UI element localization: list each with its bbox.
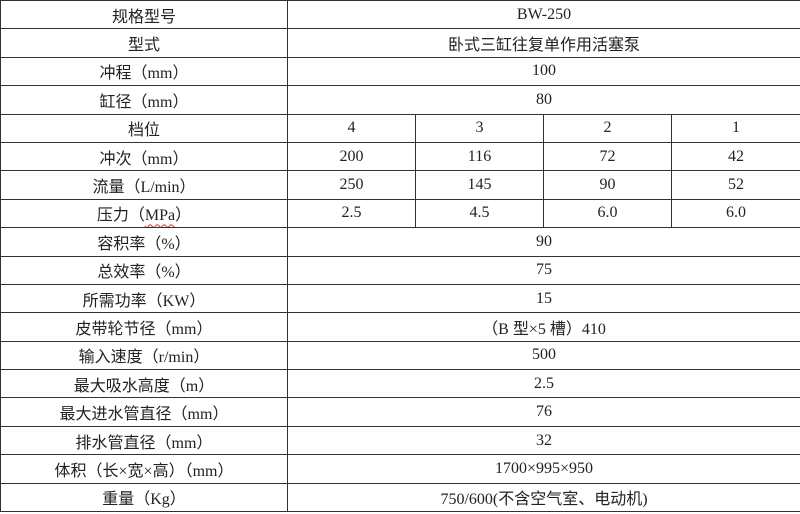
cell: 52: [670, 170, 800, 200]
cell: 4: [287, 113, 416, 143]
row-value: 76: [286, 397, 800, 427]
label-prefix: 压力（: [96, 207, 145, 225]
cell: 2.5: [287, 198, 416, 229]
row-gear: 档位 4 3 2 1: [0, 113, 800, 143]
row-outlet-diameter: 排水管直径（mm） 32: [0, 425, 800, 456]
row-value: 1700×995×950: [286, 454, 800, 484]
cell: 145: [415, 170, 544, 200]
row-power: 所需功率（KW） 15: [0, 283, 800, 314]
row-bore: 缸径（mm） 80: [0, 85, 800, 115]
row-value: 32: [286, 425, 800, 456]
cell: 200: [287, 141, 416, 172]
row-label: 档位: [0, 113, 288, 143]
cell: 3: [415, 113, 544, 143]
cell: 1: [670, 113, 800, 143]
row-label: 重量（Kg）: [0, 482, 288, 513]
cell: 90: [543, 170, 672, 200]
row-suction-height: 最大吸水高度（m） 2.5: [0, 369, 800, 399]
row-value: 750/600(不含空气室、电动机): [286, 482, 800, 513]
cell: 116: [415, 141, 544, 172]
row-flow: 流量（L/min） 250 145 90 52: [0, 170, 800, 200]
row-value: 500: [286, 340, 800, 371]
row-label: 总效率（%）: [0, 255, 288, 285]
row-label: 体积（长×宽×高）（mm）: [0, 454, 288, 484]
row-label: 压力（MPa）: [0, 198, 288, 229]
row-weight: 重量（Kg） 750/600(不含空气室、电动机): [0, 482, 800, 513]
row-label: 容积率（%）: [0, 227, 288, 257]
row-label: 缸径（mm）: [0, 85, 288, 115]
row-label: 规格型号: [0, 0, 288, 30]
row-value: 75: [286, 255, 800, 285]
row-label: 冲次（mm）: [0, 141, 288, 172]
cell: 2: [543, 113, 672, 143]
row-strokes: 冲次（mm） 200 116 72 42: [0, 141, 800, 172]
row-label: 冲程（mm）: [0, 56, 288, 87]
row-stroke: 冲程（mm） 100: [0, 56, 800, 87]
row-pressure: 压力（MPa） 2.5 4.5 6.0 6.0: [0, 198, 800, 229]
row-value: （B 型×5 槽）410: [286, 312, 800, 342]
row-value: 2.5: [286, 369, 800, 399]
row-value: BW-250: [286, 0, 800, 30]
row-pulley: 皮带轮节径（mm） （B 型×5 槽）410: [0, 312, 800, 342]
row-input-speed: 输入速度（r/min） 500: [0, 340, 800, 371]
row-label: 排水管直径（mm）: [0, 425, 288, 456]
row-value: 卧式三缸往复单作用活塞泵: [286, 28, 800, 58]
row-label: 皮带轮节径（mm）: [0, 312, 288, 342]
cell: 42: [670, 141, 800, 172]
row-label: 型式: [0, 28, 288, 58]
cell: 72: [543, 141, 672, 172]
row-label: 最大吸水高度（m）: [0, 369, 288, 399]
row-inlet-diameter: 最大进水管直径（mm） 76: [0, 397, 800, 427]
label-suffix: ）: [175, 207, 192, 225]
row-value: 80: [286, 85, 800, 115]
label-unit: MPa: [144, 207, 176, 225]
row-type: 型式 卧式三缸往复单作用活塞泵: [0, 28, 800, 58]
row-dimensions: 体积（长×宽×高）（mm） 1700×995×950: [0, 454, 800, 484]
row-label: 所需功率（KW）: [0, 283, 288, 314]
row-value: 100: [286, 56, 800, 87]
row-label: 最大进水管直径（mm）: [0, 397, 288, 427]
cell: 250: [287, 170, 416, 200]
row-total-efficiency: 总效率（%） 75: [0, 255, 800, 285]
cell: 6.0: [670, 198, 800, 229]
row-value: 15: [286, 283, 800, 314]
row-volumetric-efficiency: 容积率（%） 90: [0, 227, 800, 257]
row-model: 规格型号 BW-250: [0, 0, 800, 30]
cell: 4.5: [415, 198, 544, 229]
row-label: 输入速度（r/min）: [0, 340, 288, 371]
row-label: 流量（L/min）: [0, 170, 288, 200]
cell: 6.0: [543, 198, 672, 229]
row-value: 90: [286, 227, 800, 257]
